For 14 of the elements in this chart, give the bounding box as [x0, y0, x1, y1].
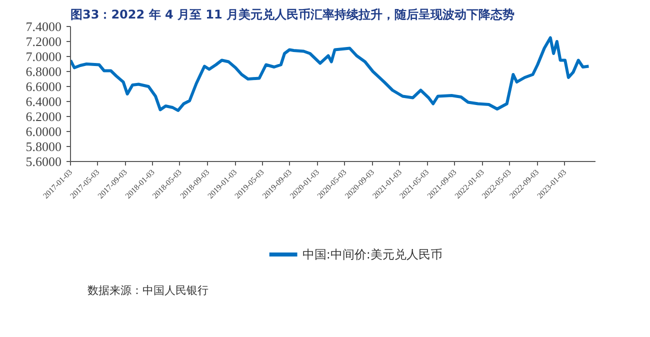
y-tick-label: 6.4000 [26, 94, 62, 109]
y-tick-label: 6.8000 [26, 64, 62, 79]
y-tick-label: 5.8000 [26, 139, 62, 154]
y-tick-label: 7.0000 [26, 49, 62, 64]
y-tick-label: 6.2000 [26, 109, 62, 124]
y-tick-label: 5.6000 [26, 154, 62, 169]
line-series [70, 36, 590, 112]
y-tick-label: 7.4000 [26, 19, 62, 34]
y-tick-label: 6.6000 [26, 79, 62, 94]
source-note: 数据来源：中国人民银行 [87, 284, 208, 297]
y-tick-label: 7.2000 [26, 34, 62, 49]
legend-label: 中国:中间价:美元兑人民币 [302, 248, 442, 262]
y-tick-label: 6.0000 [26, 124, 62, 139]
chart-title: 图33：2022 年 4 月至 11 月美元兑人民币汇率持续拉升，随后呈现波动下降态势 [70, 8, 515, 22]
